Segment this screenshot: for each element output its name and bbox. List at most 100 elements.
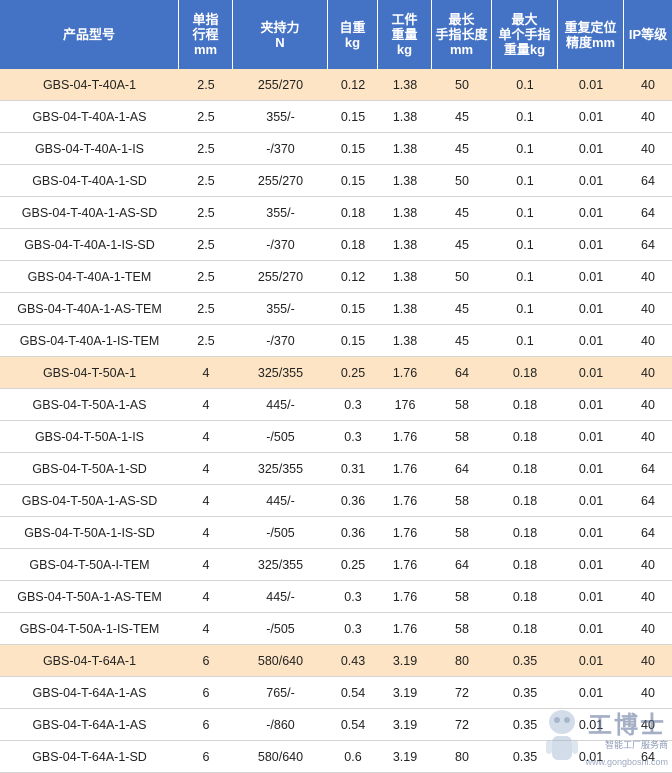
value-cell: 0.35	[492, 709, 558, 741]
value-cell: 40	[624, 421, 672, 453]
model-cell: GBS-04-T-50A-1-AS	[0, 389, 179, 421]
value-cell: 40	[624, 325, 672, 357]
table-body: GBS-04-T-40A-1 2.5 255/270 0.12 1.38 50 0.1 0.0…	[0, 69, 672, 773]
value-cell: 2.5	[179, 165, 233, 197]
value-cell: 4	[179, 581, 233, 613]
value-cell: 40	[624, 261, 672, 293]
value-cell: 40	[624, 357, 672, 389]
column-header: 最大 单个手指 重量kg	[492, 0, 558, 69]
value-cell: 1.76	[378, 453, 432, 485]
value-cell: 50	[432, 165, 492, 197]
value-cell: 0.1	[492, 293, 558, 325]
value-cell: 0.1	[492, 165, 558, 197]
value-cell: 40	[624, 101, 672, 133]
watermark-tagline: 智能工厂服务商	[604, 740, 668, 750]
column-header: 自重 kg	[328, 0, 378, 69]
column-header: 夹持力 N	[233, 0, 328, 69]
table-row: GBS-04-T-40A-1-AS-SD 2.5 355/- 0.18 1.38 45 0.…	[0, 197, 672, 229]
value-cell: 0.15	[328, 165, 378, 197]
value-cell: 3.19	[378, 677, 432, 709]
model-cell: GBS-04-T-64A-1-AS	[0, 709, 179, 741]
value-cell: 0.1	[492, 197, 558, 229]
robot-mascot-watermark-icon	[546, 710, 578, 760]
value-cell: -/505	[233, 613, 328, 645]
value-cell: 2.5	[179, 133, 233, 165]
value-cell: 0.1	[492, 133, 558, 165]
model-cell: GBS-04-T-50A-1-AS-TEM	[0, 581, 179, 613]
watermark-brand: 工博士	[588, 712, 666, 739]
value-cell: 0.1	[492, 261, 558, 293]
value-cell: 2.5	[179, 197, 233, 229]
value-cell: 0.01	[558, 325, 624, 357]
value-cell: 58	[432, 421, 492, 453]
column-header: 最长 手指长度 mm	[432, 0, 492, 69]
value-cell: 0.1	[492, 325, 558, 357]
value-cell: 0.18	[492, 357, 558, 389]
value-cell: 0.01	[558, 709, 624, 741]
value-cell: 1.76	[378, 613, 432, 645]
model-cell: GBS-04-T-40A-1-IS-TEM	[0, 325, 179, 357]
value-cell: 325/355	[233, 549, 328, 581]
table-row: GBS-04-T-40A-1-AS-TEM 2.5 355/- 0.15 1.38 45 0…	[0, 293, 672, 325]
value-cell: 0.1	[492, 229, 558, 261]
table-row: GBS-04-T-50A-1-AS 4 445/- 0.3 176 58 0.18 0.01 4…	[0, 389, 672, 421]
column-header: IP等级	[624, 0, 672, 69]
value-cell: 45	[432, 101, 492, 133]
value-cell: -/505	[233, 517, 328, 549]
model-cell: GBS-04-T-50A-1-IS-TEM	[0, 613, 179, 645]
value-cell: 58	[432, 613, 492, 645]
table-row: GBS-04-T-40A-1-IS 2.5 -/370 0.15 1.38 45 0.1 0.…	[0, 133, 672, 165]
value-cell: 0.35	[492, 645, 558, 677]
value-cell: 72	[432, 709, 492, 741]
value-cell: 0.01	[558, 197, 624, 229]
value-cell: 40	[624, 293, 672, 325]
value-cell: 0.18	[492, 389, 558, 421]
value-cell: 6	[179, 709, 233, 741]
value-cell: 72	[432, 677, 492, 709]
value-cell: 0.36	[328, 517, 378, 549]
value-cell: 325/355	[233, 357, 328, 389]
value-cell: 0.3	[328, 389, 378, 421]
value-cell: 3.19	[378, 741, 432, 773]
value-cell: 0.35	[492, 677, 558, 709]
value-cell: 45	[432, 325, 492, 357]
value-cell: 355/-	[233, 293, 328, 325]
model-cell: GBS-04-T-64A-1	[0, 645, 179, 677]
value-cell: 40	[624, 645, 672, 677]
value-cell: 0.1	[492, 69, 558, 101]
value-cell: 0.18	[492, 453, 558, 485]
value-cell: 1.38	[378, 69, 432, 101]
table-row: GBS-04-T-64A-1-AS 6 -/860 0.54 3.19 72 0.35 0.0…	[0, 709, 672, 741]
model-cell: GBS-04-T-64A-1-SD	[0, 741, 179, 773]
value-cell: 0.01	[558, 485, 624, 517]
value-cell: 40	[624, 613, 672, 645]
value-cell: 0.01	[558, 421, 624, 453]
value-cell: 255/270	[233, 69, 328, 101]
table-header: 产品型号 单指 行程 mm 夹持力 N 自重 kg 工件 重量 kg 最长 手指长度 mm 最大 单个手指 重量…	[0, 0, 672, 69]
value-cell: 80	[432, 645, 492, 677]
value-cell: 6	[179, 677, 233, 709]
value-cell: 0.43	[328, 645, 378, 677]
value-cell: 0.3	[328, 421, 378, 453]
model-cell: GBS-04-T-40A-1-AS	[0, 101, 179, 133]
value-cell: 64	[624, 517, 672, 549]
value-cell: 176	[378, 389, 432, 421]
value-cell: 3.19	[378, 709, 432, 741]
value-cell: -/370	[233, 133, 328, 165]
column-header: 重复定位 精度mm	[558, 0, 624, 69]
value-cell: 0.01	[558, 133, 624, 165]
value-cell: 0.18	[328, 197, 378, 229]
value-cell: 58	[432, 517, 492, 549]
model-cell: GBS-04-T-40A-1-SD	[0, 165, 179, 197]
value-cell: 1.38	[378, 261, 432, 293]
value-cell: 1.38	[378, 229, 432, 261]
value-cell: 0.01	[558, 293, 624, 325]
value-cell: 0.15	[328, 133, 378, 165]
value-cell: 0.01	[558, 645, 624, 677]
model-cell: GBS-04-T-50A-I-TEM	[0, 549, 179, 581]
table-row: GBS-04-T-40A-1-AS 2.5 355/- 0.15 1.38 45 0.1 0.…	[0, 101, 672, 133]
table-row: GBS-04-T-40A-1-TEM 2.5 255/270 0.12 1.38 50 0.…	[0, 261, 672, 293]
value-cell: 1.38	[378, 133, 432, 165]
value-cell: 0.3	[328, 581, 378, 613]
